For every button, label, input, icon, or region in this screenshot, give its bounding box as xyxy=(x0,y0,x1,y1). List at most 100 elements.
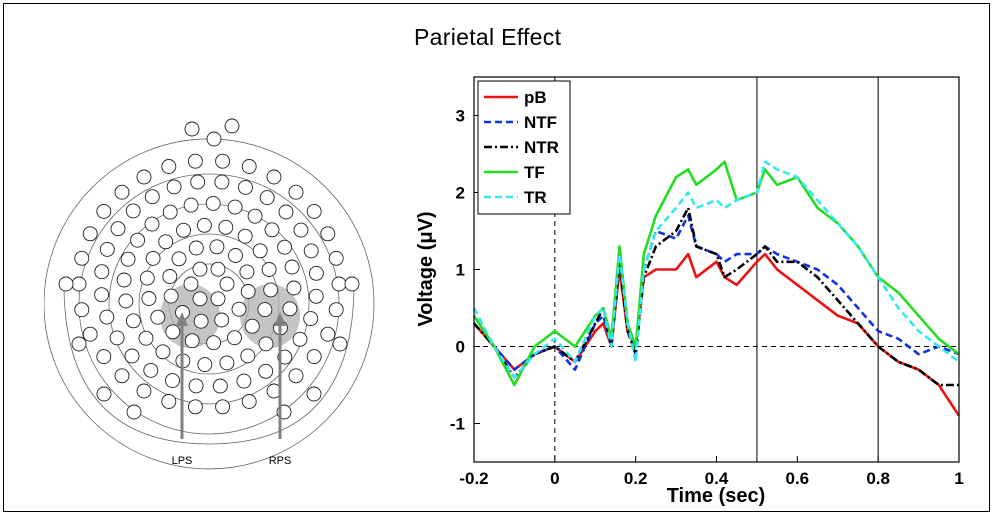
electrode-dot xyxy=(205,195,221,211)
electrode-dot xyxy=(165,324,181,340)
electrode-dot xyxy=(187,153,203,169)
series-line-ntr xyxy=(473,206,959,387)
electrode-dot xyxy=(240,284,256,299)
electrode-dot xyxy=(192,291,208,307)
electrode-dot xyxy=(278,204,294,220)
legend-label-pb: pB xyxy=(524,88,547,107)
electrode-dot xyxy=(145,250,161,266)
electrode-dot xyxy=(261,262,277,277)
electrode-dot xyxy=(192,261,208,277)
electrode-dot xyxy=(144,189,160,205)
lps-arrowhead xyxy=(176,312,188,326)
electrode-dot xyxy=(306,386,322,402)
electrode-dot xyxy=(139,270,155,286)
legend: pB NTF NTR TF TR xyxy=(477,80,571,215)
electrode-dot xyxy=(227,199,243,215)
electrode-dot xyxy=(306,349,322,365)
series-line-tr xyxy=(472,160,960,379)
electrode-dot xyxy=(238,179,253,195)
electrode-dot xyxy=(264,222,280,238)
electrode-dot xyxy=(306,203,322,219)
electrode-dot xyxy=(126,404,142,420)
electrode-dot xyxy=(320,226,336,242)
electrode-dot xyxy=(228,248,243,263)
electrode-dot xyxy=(240,348,256,364)
electrode-dot xyxy=(215,153,231,169)
electrode-dot xyxy=(141,291,157,306)
electrode-dot xyxy=(184,333,200,349)
series-layer xyxy=(472,160,961,417)
electrode-dot xyxy=(162,204,178,220)
y-tick-label: -1 xyxy=(450,415,465,434)
y-tick-label: 3 xyxy=(456,107,465,126)
electrode-dot xyxy=(99,241,115,257)
electrode-dot xyxy=(288,368,304,384)
electrode-dot xyxy=(71,336,87,352)
erp-chart: -0.2 0 0.2 0.4 0.6 0.8 1 -1 0 1 2 3 pB NTF NTR TF TR Ti… xyxy=(415,76,964,507)
electrode-dot xyxy=(331,276,347,292)
electrode-dot xyxy=(96,203,112,219)
legend-box xyxy=(477,80,571,215)
electrode-dot xyxy=(209,239,225,255)
figure-title: Parietal Effect xyxy=(414,24,562,50)
x-tick-label: 0.6 xyxy=(786,469,810,488)
electrode-dot xyxy=(96,349,112,365)
x-axis-label: Time (sec) xyxy=(667,485,766,507)
electrode-dot xyxy=(183,197,199,213)
electrode-dot xyxy=(114,184,130,200)
electrode-dot xyxy=(210,291,226,307)
electrode-dot xyxy=(236,373,252,389)
electrode-dot xyxy=(138,330,154,346)
electrode-dot xyxy=(136,383,152,399)
electrode-dot xyxy=(286,280,302,296)
electrode-dot xyxy=(308,265,324,281)
electrode-dot xyxy=(94,264,110,280)
electrode-dot xyxy=(206,131,222,147)
lps-label: LPS xyxy=(172,455,193,467)
electrode-dot xyxy=(176,222,191,238)
electrode-dot xyxy=(303,311,319,327)
electrode-dot xyxy=(82,226,98,242)
electrode-dot xyxy=(130,232,146,248)
electrode-dot xyxy=(183,276,199,292)
electrode-dot xyxy=(184,121,200,137)
electrode-dot xyxy=(237,228,253,244)
electrode-dot xyxy=(258,336,274,352)
electrode-dot xyxy=(110,221,126,237)
electrode-dot xyxy=(332,336,348,352)
electrode-dot xyxy=(266,169,282,185)
electrode-dot xyxy=(162,269,178,284)
electrode-dot xyxy=(218,219,234,235)
electrode-dot xyxy=(125,203,141,219)
electrode-dot xyxy=(187,399,203,415)
electrode-dot xyxy=(82,326,98,342)
electrode-dot xyxy=(292,331,308,347)
electrode-dot xyxy=(328,302,344,318)
figure-frame: Parietal Effect LPS RPS -0.2 0 0.2 0.4 0.6 0.… xyxy=(3,3,990,512)
rps-label: RPS xyxy=(269,455,292,467)
electrode-dot xyxy=(224,118,240,134)
electrode-dot xyxy=(303,243,319,259)
axis-ticks: -0.2 0 0.2 0.4 0.6 0.8 1 -1 0 1 2 3 xyxy=(450,107,964,489)
electrode-dot xyxy=(244,318,260,334)
electrode-dot xyxy=(94,287,110,303)
electrode-dot xyxy=(193,313,209,329)
electrode-dot xyxy=(125,313,141,329)
x-tick-label: 1 xyxy=(954,469,963,488)
electrode-dot xyxy=(161,159,177,174)
electrode-dot xyxy=(58,276,74,292)
electrode-dot xyxy=(165,373,180,389)
y-tick-label: 1 xyxy=(456,261,465,280)
electrode-montage: LPS RPS xyxy=(44,118,375,470)
electrode-dot xyxy=(158,234,174,250)
montage-electrodes xyxy=(58,118,360,420)
electrode-dot xyxy=(109,330,125,346)
x-tick-label: 0.8 xyxy=(866,469,890,488)
electrode-dot xyxy=(284,259,300,275)
rps-arrowhead xyxy=(274,312,286,326)
electrode-dot xyxy=(136,169,152,185)
electrode-dot xyxy=(219,355,235,371)
electrode-dot xyxy=(210,261,226,277)
electrode-dot xyxy=(259,190,275,206)
electrode-dot xyxy=(308,288,324,304)
